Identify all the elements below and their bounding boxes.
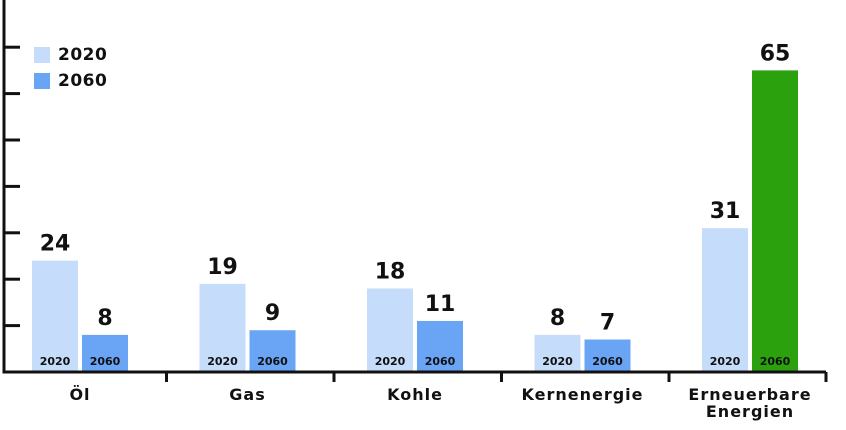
legend-swatch-2060 bbox=[34, 73, 50, 89]
bar-2020-1 bbox=[199, 283, 246, 372]
category-label-0: Öl bbox=[69, 385, 90, 404]
bar-year-label-2060-4: 2060 bbox=[760, 355, 791, 368]
value-label-2060-1: 9 bbox=[265, 301, 280, 326]
bar-2060-4 bbox=[752, 70, 798, 373]
legend-item-2060: 2060 bbox=[34, 68, 107, 94]
legend-item-2020: 2020 bbox=[34, 42, 107, 68]
legend-label-2020: 2020 bbox=[58, 45, 108, 65]
category-label-1: Gas bbox=[229, 385, 265, 404]
value-label-2060-2: 11 bbox=[425, 292, 456, 317]
bar-year-label-2060-0: 2060 bbox=[90, 355, 121, 368]
legend-swatch-2020 bbox=[34, 47, 50, 63]
y-axis-ticks bbox=[4, 45, 20, 328]
in-bar-year-labels: 2020 2060 2020 2060 2020 2060 2020 2060 2020 2060 bbox=[40, 355, 791, 368]
category-label-2: Kohle bbox=[387, 385, 443, 404]
value-label-2020-0: 24 bbox=[40, 232, 71, 257]
value-label-2020-2: 18 bbox=[375, 259, 406, 284]
bar-year-label-2020-4: 2020 bbox=[710, 355, 741, 368]
bar-2060-3 bbox=[584, 339, 631, 372]
legend-label-2060: 2060 bbox=[58, 71, 108, 91]
value-label-2060-0: 8 bbox=[97, 306, 112, 331]
bar-2060-2 bbox=[417, 320, 463, 372]
bar-2060-0 bbox=[82, 334, 128, 372]
value-label-2020-1: 19 bbox=[207, 255, 238, 280]
category-labels: Öl Gas Kohle Kernenergie Erneuerbare Energien bbox=[69, 385, 811, 421]
bar-year-label-2060-3: 2060 bbox=[592, 355, 623, 368]
value-label-2020-4: 31 bbox=[710, 199, 741, 224]
value-labels: 24 8 19 9 18 11 8 7 31 65 bbox=[40, 41, 791, 335]
x-axis-ticks bbox=[165, 372, 828, 382]
category-label-3: Kernenergie bbox=[521, 385, 643, 404]
value-label-2020-3: 8 bbox=[550, 306, 565, 331]
bar-2020-0 bbox=[32, 260, 78, 372]
bar-2060-1 bbox=[249, 330, 296, 372]
bar-year-label-2020-0: 2020 bbox=[40, 355, 71, 368]
bar-year-label-2020-3: 2020 bbox=[542, 355, 573, 368]
bar-2020-2 bbox=[367, 288, 413, 372]
bars bbox=[32, 70, 798, 373]
bar-year-label-2020-1: 2020 bbox=[207, 355, 238, 368]
category-label-4: Erneuerbare Energien bbox=[688, 385, 811, 421]
bar-2020-4 bbox=[702, 228, 748, 372]
value-label-2060-4: 65 bbox=[760, 41, 791, 66]
bar-year-label-2020-2: 2020 bbox=[375, 355, 406, 368]
bar-2020-3 bbox=[534, 334, 581, 372]
legend: 2020 2060 bbox=[34, 42, 107, 94]
value-label-2060-3: 7 bbox=[600, 311, 615, 336]
bar-year-label-2060-2: 2060 bbox=[425, 355, 456, 368]
bar-year-label-2060-1: 2060 bbox=[257, 355, 288, 368]
